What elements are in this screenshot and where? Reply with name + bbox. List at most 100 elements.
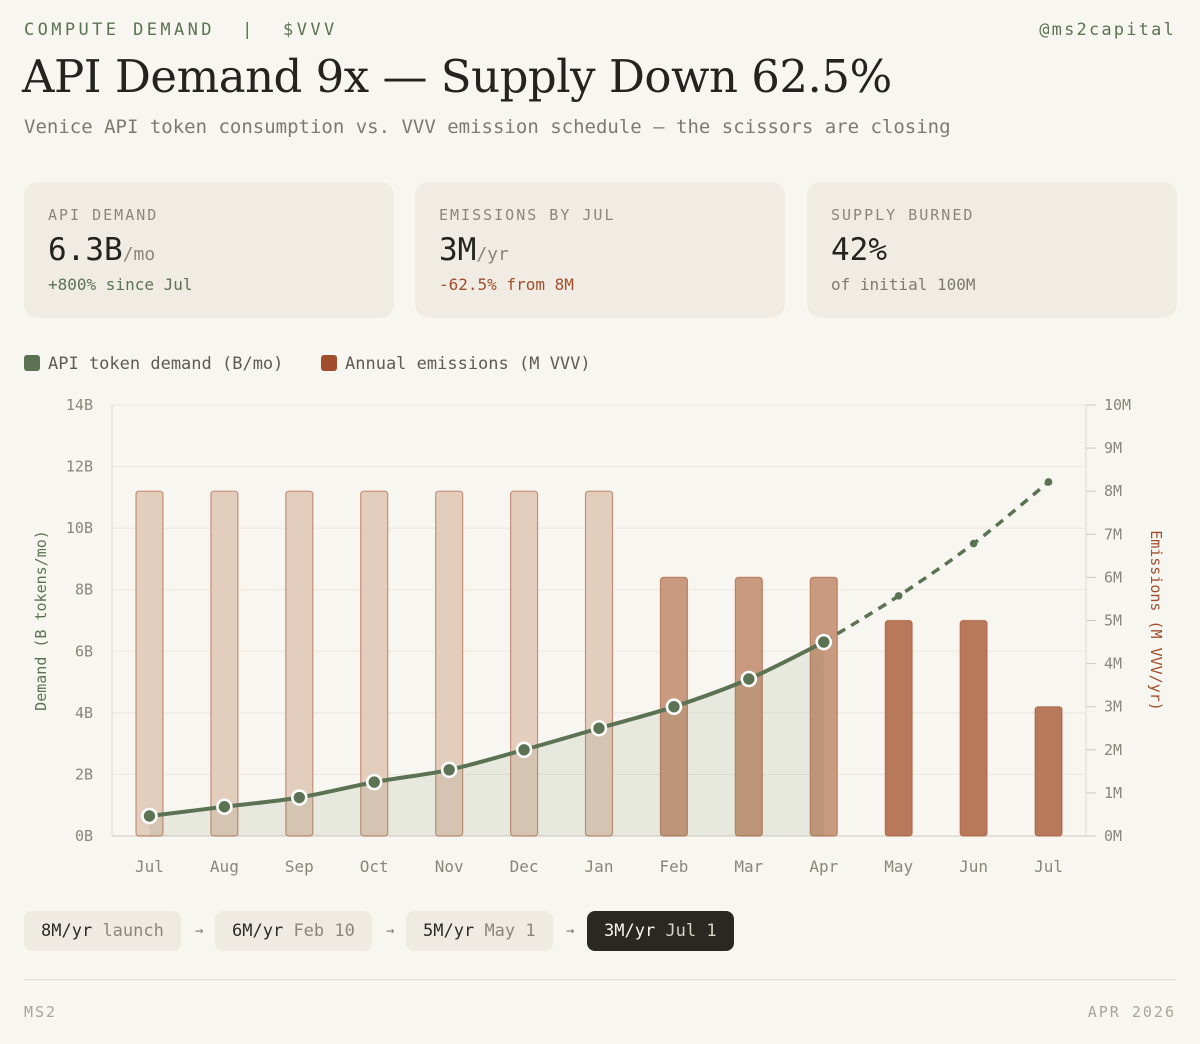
schedule-pill-feb[interactable]: 6M/yr Feb 10 [215, 911, 372, 951]
emission-bar [435, 490, 464, 837]
x-tick-label: Jul [1034, 857, 1063, 876]
x-tick-label: Sep [285, 857, 314, 876]
stat-card-value: 42% [831, 232, 887, 268]
emission-bar [210, 490, 239, 837]
demand-point [216, 798, 233, 816]
projection-point [969, 539, 978, 548]
demand-point [740, 670, 758, 688]
schedule-date: May 1 [484, 921, 536, 941]
y-tick-label: 12B [66, 458, 93, 476]
schedule-pill-may[interactable]: 5M/yr May 1 [406, 911, 553, 951]
emission-bar [1034, 706, 1063, 837]
arrow-right-icon: → [195, 923, 204, 939]
legend-swatch-demand [24, 355, 40, 371]
page-title: API Demand 9x — Supply Down 62.5% [22, 50, 892, 103]
legend-label-emissions: Annual emissions (M VVV) [345, 354, 591, 374]
footer-brand: MS2 [24, 1003, 58, 1021]
stat-card-value: 6.3B/mo [48, 232, 155, 268]
y-tick-label: 0B [75, 827, 93, 845]
stat-card-sub: -62.5% from 8M [439, 275, 574, 294]
x-tick-label: Dec [510, 857, 539, 876]
schedule-rate: 5M/yr [423, 921, 475, 941]
emission-bar [734, 576, 763, 837]
stat-card-label: EMISSIONS BY JUL [439, 206, 616, 224]
x-tick-label: Apr [809, 857, 838, 876]
x-tick-label: Jul [135, 857, 164, 876]
stat-value-number: 42% [831, 232, 887, 268]
schedule-rate: 3M/yr [604, 921, 656, 941]
demand-line [147, 640, 826, 818]
y2-tick-label: 7M [1104, 525, 1122, 543]
stat-value-unit: /mo [122, 244, 156, 265]
schedule-date: Feb 10 [293, 921, 355, 941]
x-tick-label: Mar [734, 857, 763, 876]
stat-card-label: SUPPLY BURNED [831, 206, 975, 224]
demand-point [365, 773, 383, 791]
legend-item-demand[interactable]: API token demand (B/mo) [24, 354, 283, 374]
stat-card-supply-burned: SUPPLY BURNED 42% of initial 100M [807, 182, 1177, 318]
schedule-rate: 8M/yr [41, 921, 93, 941]
y-tick-label: 6B [75, 642, 93, 660]
demand-point [590, 719, 608, 737]
emission-bar [584, 490, 614, 837]
y-axis-title: Demand (B tokens/mo) [32, 530, 50, 711]
stat-value-number: 6.3B [48, 232, 123, 268]
x-tick-label: Jan [585, 857, 614, 876]
arrow-right-icon: → [386, 923, 395, 939]
projection-point [1044, 478, 1053, 486]
y2-axis-title: Emissions (M VVV/yr) [1147, 530, 1165, 711]
x-tick-label: Feb [659, 857, 688, 876]
emission-bar [285, 490, 314, 837]
x-tick-label: May [884, 857, 913, 876]
x-tick-label: Oct [360, 857, 389, 876]
legend-label-demand: API token demand (B/mo) [48, 354, 284, 374]
demand-point [291, 789, 308, 806]
demand-projection-line [822, 480, 1050, 644]
schedule-pill-launch[interactable]: 8M/yr launch [24, 911, 181, 951]
demand-point [815, 633, 833, 651]
header-bar: COMPUTE DEMAND | $VVV @ms2capital [24, 20, 1176, 42]
y-tick-label: 14B [66, 396, 93, 414]
demand-point [515, 741, 533, 759]
demand-point [141, 807, 158, 825]
projection-point [894, 592, 903, 600]
y2-tick-label: 6M [1104, 568, 1122, 586]
y2-tick-label: 10M [1104, 396, 1131, 414]
y-tick-label: 2B [75, 765, 93, 783]
y2-tick-label: 0M [1104, 827, 1122, 845]
footer-divider [24, 979, 1176, 980]
demand-emissions-chart: 0B 2B 4B 6B 8B 10B 12B 14B 0M 1M 2M 3M 4M 5M 6M 7M 8M 9M 1… [32, 396, 1165, 876]
stat-value-unit: /yr [476, 244, 509, 265]
arrow-right-icon: → [566, 923, 575, 939]
y-tick-label: 8B [75, 581, 93, 599]
y2-tick-label: 5M [1104, 612, 1122, 630]
y2-tick-label: 2M [1104, 741, 1122, 759]
stat-card-sub: +800% since Jul [48, 275, 193, 294]
y-tick-label: 4B [75, 704, 93, 722]
stat-value-number: 3M [439, 232, 477, 268]
stat-card-sub: of initial 100M [831, 275, 976, 294]
y2-tick-label: 9M [1104, 439, 1122, 457]
demand-area [149, 642, 824, 836]
y2-tick-label: 3M [1104, 698, 1122, 716]
y2-tick-label: 4M [1104, 655, 1122, 673]
stat-card-label: API DEMAND [48, 206, 159, 224]
stat-card-api-demand: API DEMAND 6.3B/mo +800% since Jul [24, 182, 394, 318]
y-tick-label: 10B [66, 519, 93, 537]
y2-tick-label: 8M [1104, 482, 1122, 500]
schedule-date: launch [102, 921, 164, 941]
kicker-label: COMPUTE DEMAND | $VVV [24, 20, 338, 40]
stat-card-emissions: EMISSIONS BY JUL 3M/yr -62.5% from 8M [415, 182, 785, 318]
x-tick-label: Nov [435, 857, 464, 876]
page-subtitle: Venice API token consumption vs. VVV emi… [24, 116, 951, 138]
footer-date: APR 2026 [1087, 1003, 1176, 1021]
schedule-pill-jul[interactable]: 3M/yr Jul 1 [587, 911, 734, 951]
x-tick-label: Jun [959, 857, 988, 876]
emission-bar [135, 490, 164, 837]
schedule-rate: 6M/yr [232, 921, 284, 941]
legend-swatch-emissions [321, 355, 337, 371]
legend-item-emissions[interactable]: Annual emissions (M VVV) [321, 354, 591, 374]
author-handle: @ms2capital [1039, 20, 1176, 40]
emission-bar [884, 619, 913, 837]
emission-bar [959, 619, 988, 837]
